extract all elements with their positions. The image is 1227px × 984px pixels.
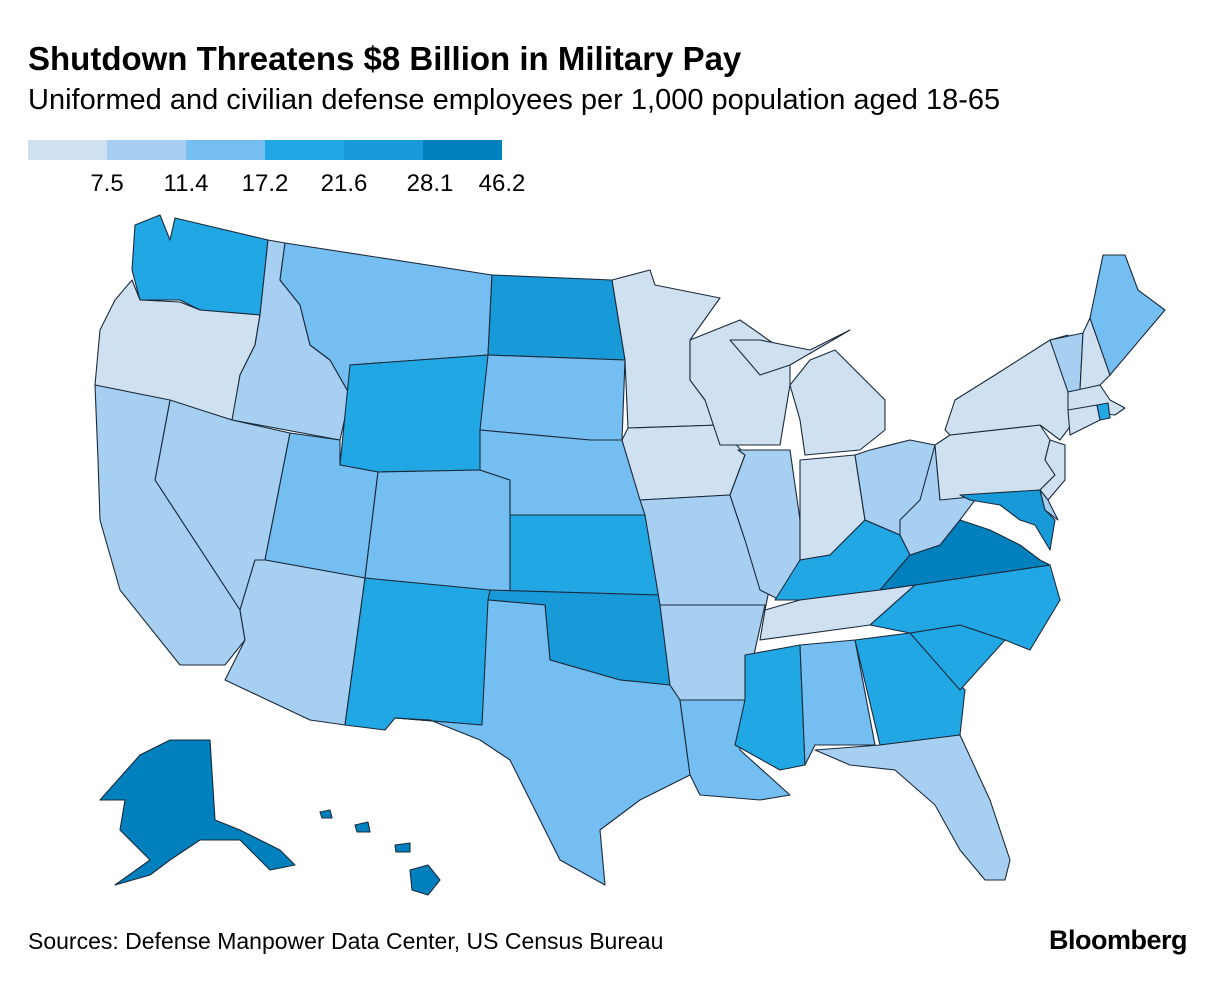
state-nm: [344, 577, 491, 731]
state-ca: [94, 384, 246, 666]
legend-tick: 7.5: [90, 170, 124, 197]
legend-swatch-5: [423, 140, 502, 160]
state-hi: [394, 842, 411, 853]
source-note: Sources: Defense Manpower Data Center, U…: [28, 928, 664, 954]
state-de: [1039, 489, 1059, 521]
state-co: [364, 469, 511, 596]
state-wa: [131, 214, 269, 316]
legend-swatch-1: [107, 140, 186, 160]
state-ak: [99, 739, 296, 886]
legend-ticks: 7.5 11.4 17.2 21.6 28.1 46.2: [0, 170, 600, 200]
state-il: [729, 449, 801, 601]
legend-tick: 46.2: [478, 170, 526, 197]
state-hi: [319, 809, 333, 819]
state-ms: [734, 644, 806, 771]
state-wy: [339, 354, 489, 473]
legend-tick: 28.1: [406, 170, 454, 197]
state-ks: [509, 514, 661, 596]
chart-subtitle: Uniformed and civilian defense employees…: [28, 84, 1001, 116]
legend-swatch-2: [186, 140, 265, 160]
chart-title: Shutdown Threatens $8 Billion in Militar…: [28, 40, 742, 77]
legend-tick: 11.4: [163, 170, 209, 197]
legend-swatch-3: [265, 140, 344, 160]
state-ri: [1096, 402, 1111, 421]
state-nd: [487, 274, 626, 361]
state-mi: [729, 329, 851, 376]
state-fl: [814, 734, 1011, 881]
state-al: [799, 639, 876, 766]
state-hi: [409, 864, 441, 896]
legend-tick: 17.2: [241, 170, 289, 197]
state-sd: [479, 354, 626, 441]
state-ga: [854, 632, 966, 746]
state-nh: [1079, 317, 1111, 391]
bloomberg-logo: Bloomberg: [1048, 925, 1188, 955]
state-pa: [934, 424, 1056, 501]
state-ct: [1067, 404, 1101, 436]
state-mi: [789, 349, 886, 456]
state-tx: [394, 599, 691, 886]
state-hi: [354, 821, 371, 833]
legend-tick: 21.6: [320, 170, 368, 197]
color-legend: [28, 140, 502, 160]
state-me: [1089, 254, 1166, 376]
legend-swatch-0: [28, 140, 107, 160]
legend-swatch-4: [344, 140, 423, 160]
